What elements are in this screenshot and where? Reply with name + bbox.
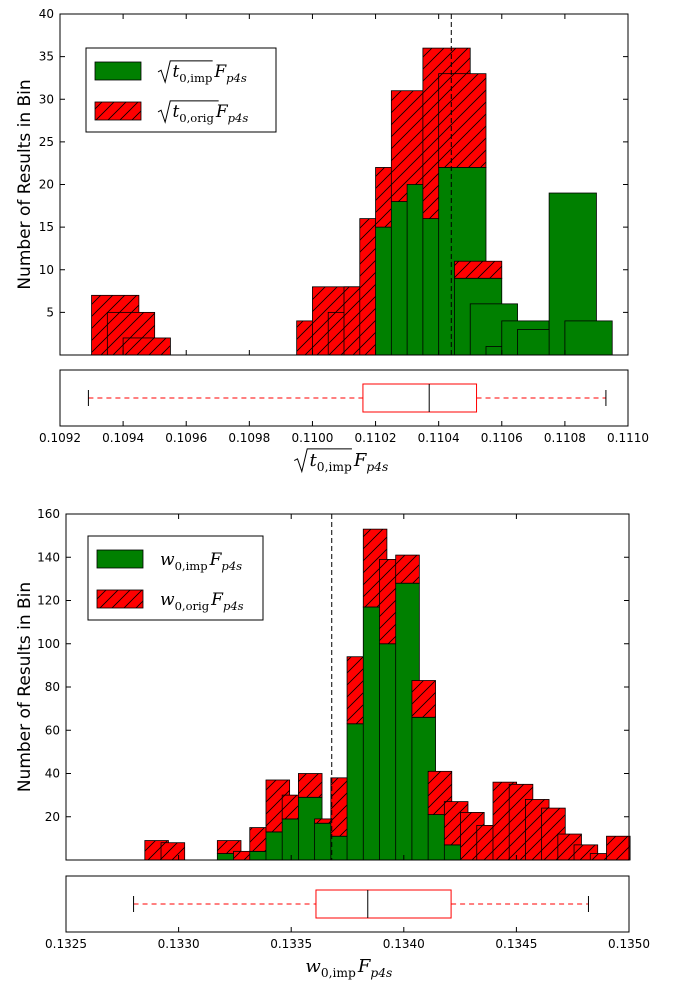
bar-orig (411, 680, 436, 718)
y-tick-label: 140 (37, 550, 60, 564)
x-axis-label: w0,imp Fp4s (305, 956, 392, 980)
y-tick-label: 30 (39, 92, 54, 106)
y-tick-label: 15 (39, 220, 54, 234)
y-tick-label: 20 (39, 178, 54, 192)
bar-orig (606, 835, 631, 861)
iqr-box (315, 889, 452, 919)
y-tick-label: 35 (39, 50, 54, 64)
y-tick-label: 160 (37, 507, 60, 521)
x-tick-label: 0.1108 (544, 431, 586, 445)
x-tick-label: 0.1330 (158, 937, 200, 951)
x-tick-label: 0.1092 (39, 431, 81, 445)
bar-orig (454, 260, 503, 279)
bars (91, 47, 613, 356)
boxplot: 0.1092 0.1094 0.1096 0.1098 0.1100 0.1102 0.11… (39, 369, 649, 445)
x-tick-label: 0.1110 (607, 431, 649, 445)
histogram-panel-1: 5 10 15 20 25 30 35 40 Number of Results in Bin t… (15, 7, 649, 474)
x-tick-label: 0.1102 (355, 431, 397, 445)
legend: w0,imp Fp4s w0,orig Fp4s (87, 535, 264, 621)
x-tick-label: 0.1098 (228, 431, 270, 445)
legend-label-orig: w0,orig Fp4s (160, 590, 244, 613)
bar-orig (160, 842, 186, 861)
x-tick-label: 0.1325 (45, 937, 87, 951)
legend-swatch-imp (94, 61, 142, 81)
y-tick-label: 100 (37, 637, 60, 651)
bar-orig (395, 554, 420, 584)
x-tick-label: 0.1106 (481, 431, 523, 445)
y-tick-label: 60 (45, 723, 60, 737)
x-tick-label: 0.1335 (270, 937, 312, 951)
legend-label-imp: t0,imp Fp4s (157, 60, 247, 85)
legend-swatch-orig (96, 589, 144, 609)
y-tick-label: 40 (39, 7, 54, 21)
bar-imp (564, 320, 613, 356)
legend: t0,imp Fp4s t0,orig Fp4s (85, 47, 277, 133)
x-tick-label: 0.1094 (102, 431, 144, 445)
y-tick-label: 40 (45, 767, 60, 781)
y-tick-label: 25 (39, 135, 54, 149)
x-tick-label: 0.1100 (291, 431, 333, 445)
boxplot-frame (65, 875, 630, 933)
iqr-box (362, 383, 478, 413)
x-tick-label: 0.1104 (418, 431, 460, 445)
x-tick-label: 0.1345 (495, 937, 537, 951)
x-tick-label: 0.1096 (165, 431, 207, 445)
bar-orig (216, 840, 242, 854)
boxplot: 0.1325 0.1330 0.1335 0.1340 0.1345 0.1350 (45, 875, 650, 951)
y-tick-label: 120 (37, 594, 60, 608)
legend-label-orig: t0,orig Fp4s (157, 100, 248, 125)
x-tick-label: 0.1350 (608, 937, 650, 951)
radical-sign (157, 100, 219, 124)
y-tick-label: 10 (39, 263, 54, 277)
bar-orig (122, 337, 171, 356)
x-tick-label: 0.1340 (383, 937, 425, 951)
y-axis-label: Number of Results in Bin (15, 582, 35, 792)
bar-orig (298, 773, 323, 798)
y-tick-label: 5 (46, 305, 54, 319)
radical-sign (157, 60, 213, 84)
radical-sign (294, 448, 352, 474)
y-axis-label: Number of Results in Bin (15, 79, 35, 289)
legend-swatch-imp (96, 549, 144, 569)
bars (144, 528, 631, 861)
legend-swatch-orig (94, 101, 142, 121)
bar-orig (438, 73, 487, 168)
legend-label-imp: w0,imp Fp4s (160, 550, 242, 573)
y-tick-label: 80 (45, 680, 60, 694)
x-axis-label: t0,imp Fp4s (294, 448, 389, 474)
y-tick-label: 20 (45, 810, 60, 824)
histogram-panel-2: 20 40 60 80 100 120 140 160 Number of Results in… (15, 507, 650, 980)
boxplot-frame (59, 369, 629, 427)
